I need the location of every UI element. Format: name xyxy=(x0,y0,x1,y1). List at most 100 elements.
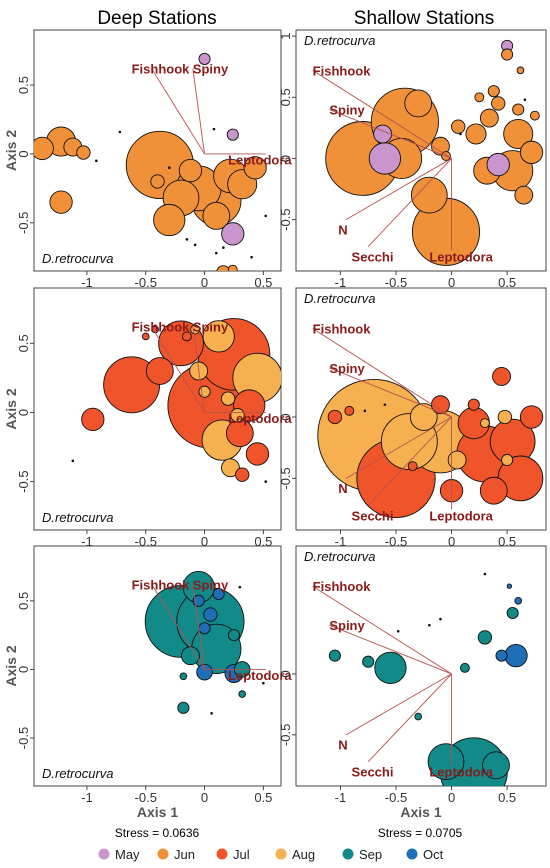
vector-label-fishhook: Fishhook xyxy=(313,579,372,594)
bubble-sep xyxy=(181,646,200,666)
zero-point xyxy=(363,409,367,413)
species-label: D.retrocurva xyxy=(42,510,114,525)
vector-fishhook xyxy=(312,585,452,675)
species-label: D.retrocurva xyxy=(304,549,376,564)
x-tick-label: -1 xyxy=(81,534,93,549)
bubble-sep xyxy=(179,672,188,681)
y-axis-title: Axis 2 xyxy=(3,130,19,171)
bubble-jun xyxy=(516,66,525,75)
vector-label-leptodora: Leptodora xyxy=(228,411,292,426)
bubble-aug xyxy=(497,409,513,425)
bubble-jul xyxy=(519,405,544,429)
bubble-jul xyxy=(141,332,150,341)
vector-label-fishhook: Fishhook xyxy=(132,62,191,77)
zero-point xyxy=(222,246,225,249)
legend-item-jun: Jun xyxy=(157,847,195,862)
x-tick-label: 0.5 xyxy=(254,790,272,805)
bubble-jun xyxy=(487,85,500,98)
plot-area xyxy=(144,571,266,715)
bubble-aug xyxy=(220,391,236,406)
vector-spiny xyxy=(192,584,205,670)
bubble-jul xyxy=(407,461,418,472)
legend-swatch xyxy=(216,848,228,860)
bubble-sep xyxy=(227,629,241,642)
zero-point xyxy=(264,480,268,483)
vector-label-leptodora: Leptodora xyxy=(429,249,493,264)
vector-label-leptodora: Leptodora xyxy=(228,152,292,167)
x-tick-label: 0 xyxy=(448,534,455,549)
legend-swatch xyxy=(157,848,169,860)
x-tick-label: -1 xyxy=(335,275,347,290)
vector-label-spiny: Spiny xyxy=(193,320,229,335)
zero-point xyxy=(95,159,98,163)
bubble-aug xyxy=(198,385,211,398)
zero-point xyxy=(250,255,253,259)
bubble-sep xyxy=(477,630,493,645)
panel-0-0: Fishhook Spiny Leptodora D.retrocurva -1 -0.5… xyxy=(3,29,292,290)
vector-label-leptodora: Leptodora xyxy=(429,508,493,523)
y-tick-label: -0.5 xyxy=(278,208,293,230)
y-tick-label: -0.5 xyxy=(16,470,31,492)
bubble-oct xyxy=(212,587,225,601)
vector-label-n: N xyxy=(338,222,347,237)
deep-stations-title: Deep Stations xyxy=(97,8,216,29)
x-tick-label: 0.5 xyxy=(498,534,516,549)
bubble-oct xyxy=(504,643,528,668)
legend-label: Jul xyxy=(233,847,250,862)
y-tick-label: 0.5 xyxy=(16,592,31,610)
bubble-may xyxy=(373,124,393,144)
vector-label-spiny: Spiny xyxy=(193,577,229,592)
vector-n xyxy=(345,416,452,479)
bubble-sep xyxy=(459,662,470,673)
bubble-may xyxy=(226,128,239,141)
bubble-sep xyxy=(374,651,407,684)
panel-1-0: Fishhook Spiny Leptodora D.retrocurva -1 -0.5… xyxy=(3,287,292,549)
legend-swatch xyxy=(98,848,110,860)
y-tick-label: 0.5 xyxy=(16,334,31,352)
x-axis-title: Axis 1 xyxy=(137,804,178,820)
bubble-may xyxy=(368,142,402,175)
zero-point xyxy=(523,98,527,102)
x-tick-label: 0 xyxy=(448,275,455,290)
zero-point xyxy=(459,132,462,136)
bubble-oct xyxy=(198,622,211,635)
bubble-jul xyxy=(181,331,192,342)
vector-spiny xyxy=(329,109,452,159)
vector-fishhook xyxy=(151,584,205,670)
bubble-jun xyxy=(514,185,534,205)
x-tick-label: -1 xyxy=(335,534,347,549)
vector-label-fishhook: Fishhook xyxy=(313,63,372,78)
bubble-oct xyxy=(495,649,508,662)
bubble-jun xyxy=(202,202,231,230)
bubble-jul xyxy=(492,367,511,386)
y-tick-label: -0.5 xyxy=(278,467,293,489)
vector-label-spiny: Spiny xyxy=(193,62,229,77)
y-tick-label: 0 xyxy=(278,670,293,677)
zero-point xyxy=(185,238,189,241)
bubble-jun xyxy=(512,103,525,116)
bubble-jul xyxy=(344,405,355,416)
shallow-stations-title: Shallow Stations xyxy=(354,8,494,29)
y-tick-label: 0 xyxy=(278,155,293,162)
bubble-jun xyxy=(465,123,487,145)
legend-label: Oct xyxy=(423,847,444,862)
bubble-sep xyxy=(328,649,341,662)
panel-0-1: Fishhook Spiny N Secchi Leptodora D.retrocurv… xyxy=(278,29,547,290)
species-label: D.retrocurva xyxy=(304,33,376,48)
bubble-oct xyxy=(203,607,218,622)
vector-n xyxy=(345,158,452,221)
zero-point xyxy=(264,214,268,218)
x-tick-label: 0.5 xyxy=(254,534,272,549)
x-tick-label: 0 xyxy=(201,534,208,549)
legend-label: Aug xyxy=(292,847,315,862)
y-tick-label: 0.5 xyxy=(16,76,31,94)
x-tick-label: -0.5 xyxy=(135,275,157,290)
shallow-stress-label: Stress = 0.0705 xyxy=(378,826,463,840)
vector-label-spiny: Spiny xyxy=(329,618,365,633)
vector-spiny xyxy=(329,367,452,418)
bubble-aug xyxy=(501,453,514,467)
bubble-may xyxy=(198,52,211,65)
vector-label-secchi: Secchi xyxy=(352,508,394,523)
bubble-jun xyxy=(76,145,91,160)
